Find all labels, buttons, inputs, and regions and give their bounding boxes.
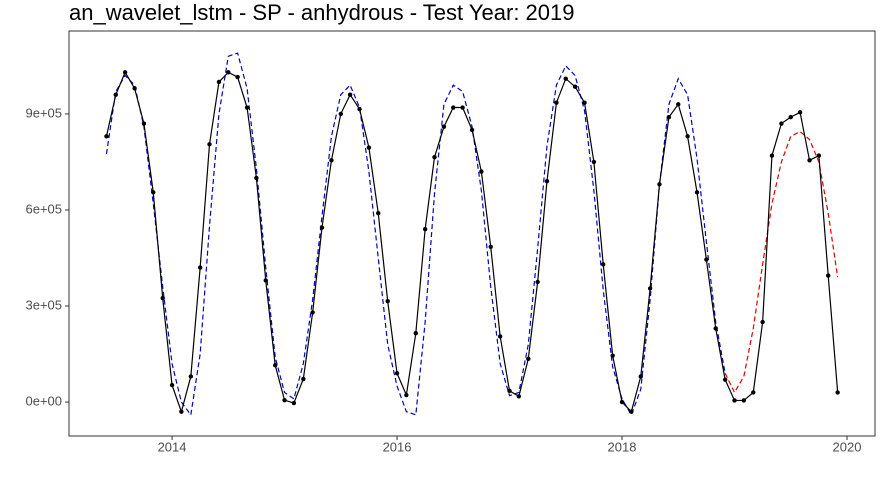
- data-point: [169, 382, 175, 388]
- data-point: [601, 262, 606, 267]
- data-point: [319, 225, 325, 230]
- x-tick-label: 2020: [833, 439, 862, 454]
- y-tick-label: 0e+00: [25, 394, 62, 409]
- plot-frame: [68, 30, 876, 437]
- data-point: [394, 371, 400, 376]
- data-point: [788, 114, 793, 120]
- series-line: [724, 130, 839, 394]
- data-point: [722, 377, 728, 382]
- data-point: [132, 86, 137, 91]
- data-point: [488, 244, 493, 249]
- data-point: [779, 121, 784, 126]
- data-point: [629, 409, 634, 414]
- data-point: [404, 392, 409, 398]
- data-point: [610, 353, 615, 358]
- data-point: [732, 398, 737, 403]
- data-point: [582, 100, 587, 105]
- data-point: [188, 374, 194, 379]
- data-point: [301, 376, 306, 382]
- data-point: [310, 310, 315, 315]
- data-point: [826, 273, 831, 278]
- data-point: [197, 265, 203, 270]
- data-point: [347, 92, 353, 97]
- data-point: [807, 158, 812, 163]
- data-point: [685, 134, 690, 139]
- data-point: [460, 105, 465, 110]
- data-point: [104, 134, 109, 139]
- data-point: [441, 124, 447, 129]
- data-point: [835, 390, 840, 395]
- data-point: [769, 153, 775, 158]
- data-point: [141, 121, 147, 126]
- data-point: [619, 399, 625, 405]
- data-point: [235, 74, 240, 80]
- data-point: [254, 175, 259, 181]
- data-point: [694, 190, 700, 195]
- data-point: [657, 182, 662, 187]
- data-point: [469, 127, 475, 133]
- data-point: [591, 159, 597, 165]
- data-point: [272, 363, 278, 368]
- data-point: [526, 356, 531, 362]
- data-point: [282, 397, 287, 403]
- data-point: [516, 394, 522, 399]
- data-point: [207, 142, 212, 147]
- data-point: [244, 105, 250, 110]
- data-point: [544, 178, 550, 184]
- data-point: [535, 279, 540, 285]
- data-point: [216, 79, 222, 85]
- data-point: [263, 278, 268, 283]
- y-tick-label: 6e+05: [25, 201, 62, 216]
- data-point: [329, 158, 334, 163]
- data-point: [113, 92, 118, 97]
- data-point: [160, 295, 165, 301]
- data-point: [751, 390, 756, 395]
- chart-title: an_wavelet_lstm - SP - anhydrous - Test …: [69, 0, 574, 25]
- data-point: [451, 105, 456, 110]
- data-point: [291, 400, 297, 406]
- data-point: [432, 154, 437, 160]
- data-point: [676, 102, 681, 107]
- x-tick-label: 2014: [158, 439, 187, 454]
- data-point: [376, 210, 381, 216]
- data-point: [422, 226, 428, 232]
- series-line: [105, 70, 839, 414]
- data-point: [760, 319, 765, 325]
- data-point: [151, 190, 156, 195]
- data-point: [497, 334, 503, 339]
- data-point: [666, 114, 672, 120]
- series-line: [105, 52, 726, 417]
- data-point: [226, 70, 231, 75]
- x-tick-label: 2016: [383, 439, 412, 454]
- data-point: [741, 398, 747, 403]
- data-point: [572, 84, 578, 89]
- data-point: [638, 374, 643, 379]
- data-point: [366, 145, 372, 150]
- y-tick-label: 3e+05: [25, 297, 62, 312]
- x-tick-label: 2018: [608, 439, 637, 454]
- data-point: [413, 331, 419, 336]
- data-point: [338, 111, 343, 117]
- data-point: [179, 409, 184, 414]
- data-point: [385, 299, 390, 304]
- data-point: [713, 326, 718, 331]
- data-point: [479, 169, 484, 174]
- data-point: [647, 286, 653, 291]
- data-point: [563, 76, 568, 81]
- data-point: [704, 257, 709, 262]
- data-point: [797, 110, 803, 115]
- y-tick-label: 9e+05: [25, 105, 62, 120]
- data-point: [357, 106, 362, 112]
- data-point: [554, 100, 559, 105]
- data-point: [816, 153, 822, 158]
- data-point: [507, 388, 512, 394]
- data-point: [122, 70, 128, 75]
